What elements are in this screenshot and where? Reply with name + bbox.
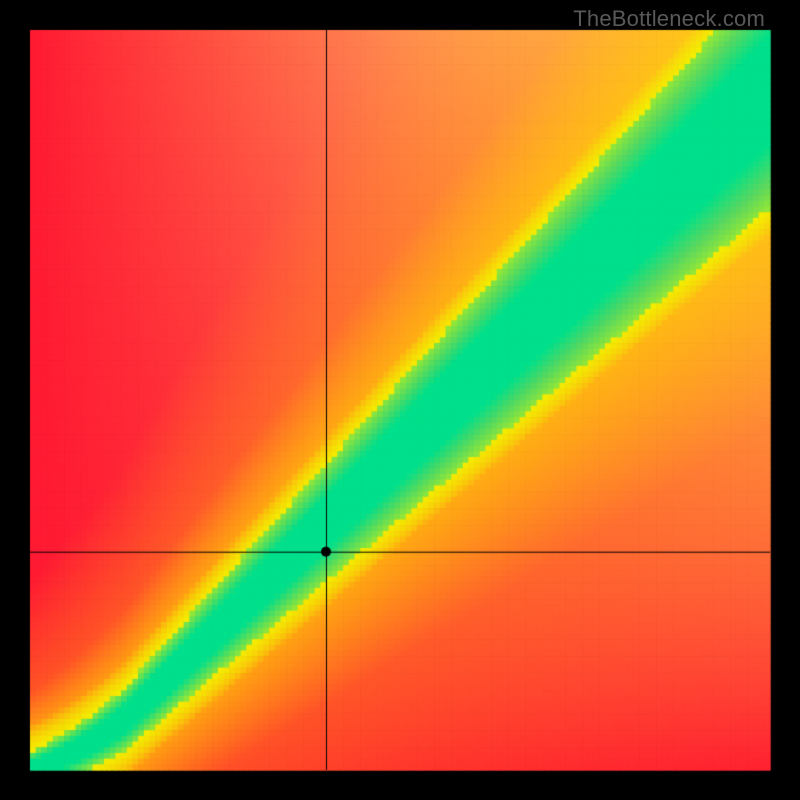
watermark-text: TheBottleneck.com [573,6,765,32]
bottleneck-heatmap [0,0,800,800]
